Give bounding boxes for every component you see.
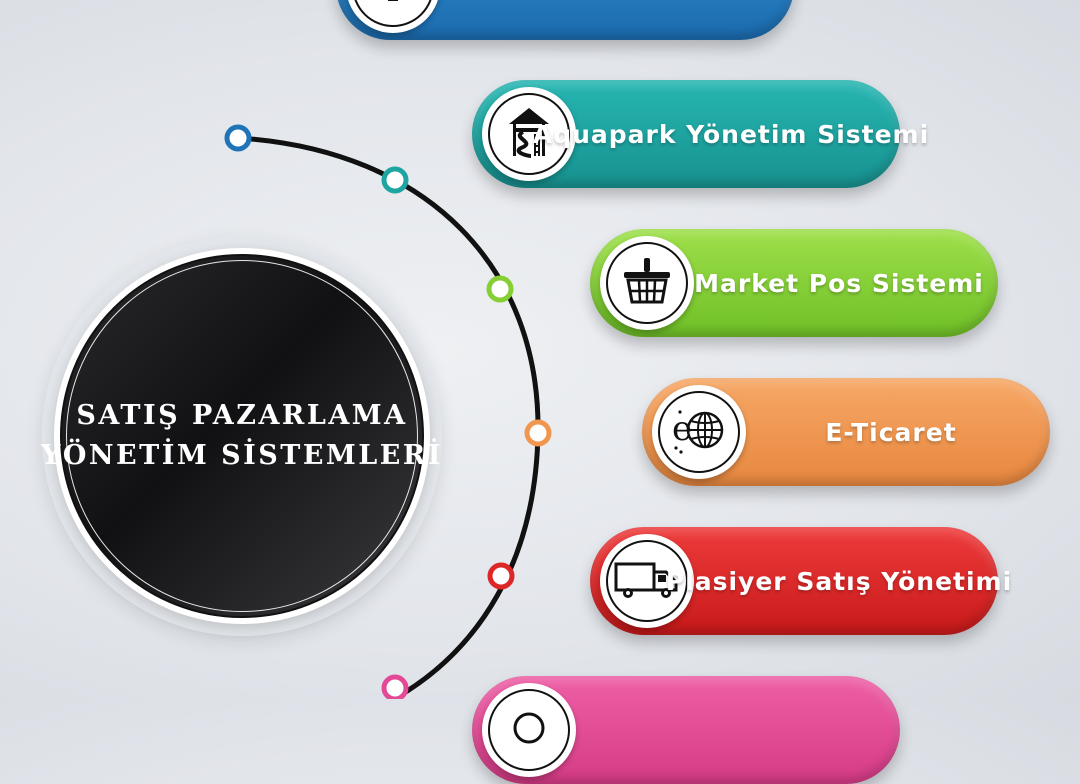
hub-title-line1: SATIŞ PAZARLAMA — [76, 400, 408, 431]
item-plasiyer[interactable]: Plasiyer Satış Yönetimi — [590, 527, 1013, 635]
arc-node — [486, 275, 514, 303]
hub-title: SATIŞ PAZARLAMA YÖNETİM SİSTEMLERİ — [41, 396, 443, 476]
item-label: Market Pos Sistemi — [694, 268, 984, 298]
pink-item-icon — [504, 703, 554, 758]
svg-text:e: e — [672, 409, 692, 449]
item-icon-circle: e — [652, 385, 746, 479]
hub-title-line2: YÖNETİM SİSTEMLERİ — [41, 440, 443, 471]
item-icon-circle — [482, 683, 576, 777]
item-blue[interactable] — [336, 0, 794, 40]
item-label — [444, 0, 776, 40]
item-icon-circle — [482, 87, 576, 181]
delivery-truck-icon — [614, 556, 680, 607]
item-label: E-Ticaret — [825, 417, 957, 447]
waterslide-icon — [501, 104, 557, 165]
arc-node — [487, 562, 515, 590]
item-e-ticaret[interactable]: e E-Ticaret — [642, 378, 1050, 486]
item-label: Plasiyer Satış Yönetimi — [665, 566, 1013, 596]
item-label: Aquapark Yönetim Sistemi — [532, 119, 930, 149]
item-icon-circle — [600, 534, 694, 628]
e-globe-icon: e — [669, 402, 729, 463]
item-pink[interactable] — [472, 676, 900, 784]
hub-circle: SATIŞ PAZARLAMA YÖNETİM SİSTEMLERİ — [41, 254, 440, 618]
connector-arc — [224, 124, 552, 699]
item-icon-circle — [600, 236, 694, 330]
arc-node — [524, 419, 552, 447]
shopping-basket-icon — [620, 254, 674, 313]
item-label — [580, 676, 882, 784]
item-market-pos[interactable]: Market Pos Sistemi — [590, 229, 998, 337]
arc-node — [381, 674, 409, 699]
arc-node — [381, 166, 409, 194]
item-icon-circle — [346, 0, 440, 33]
arc-node — [224, 124, 252, 152]
monitor-icon — [368, 0, 418, 14]
item-aquapark[interactable]: Aquapark Yönetim Sistemi — [472, 80, 930, 188]
